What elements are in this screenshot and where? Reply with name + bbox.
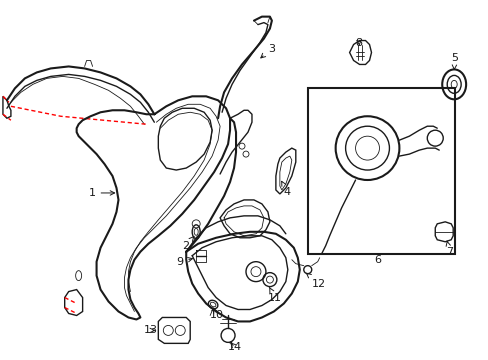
Text: 9: 9 (176, 257, 192, 267)
Text: 2: 2 (182, 236, 194, 251)
Bar (307, 88, 454, 254)
Text: 7: 7 (445, 241, 452, 257)
Text: 6: 6 (373, 255, 380, 265)
Text: 14: 14 (227, 342, 242, 352)
Text: 4: 4 (281, 181, 290, 197)
Text: 1: 1 (88, 188, 114, 198)
Text: 5: 5 (450, 54, 457, 69)
Text: 12: 12 (306, 273, 325, 289)
Text: 13: 13 (143, 325, 157, 336)
Text: 10: 10 (210, 308, 224, 320)
Text: 11: 11 (267, 287, 282, 302)
Text: 3: 3 (260, 44, 274, 58)
Text: 8: 8 (355, 37, 362, 48)
